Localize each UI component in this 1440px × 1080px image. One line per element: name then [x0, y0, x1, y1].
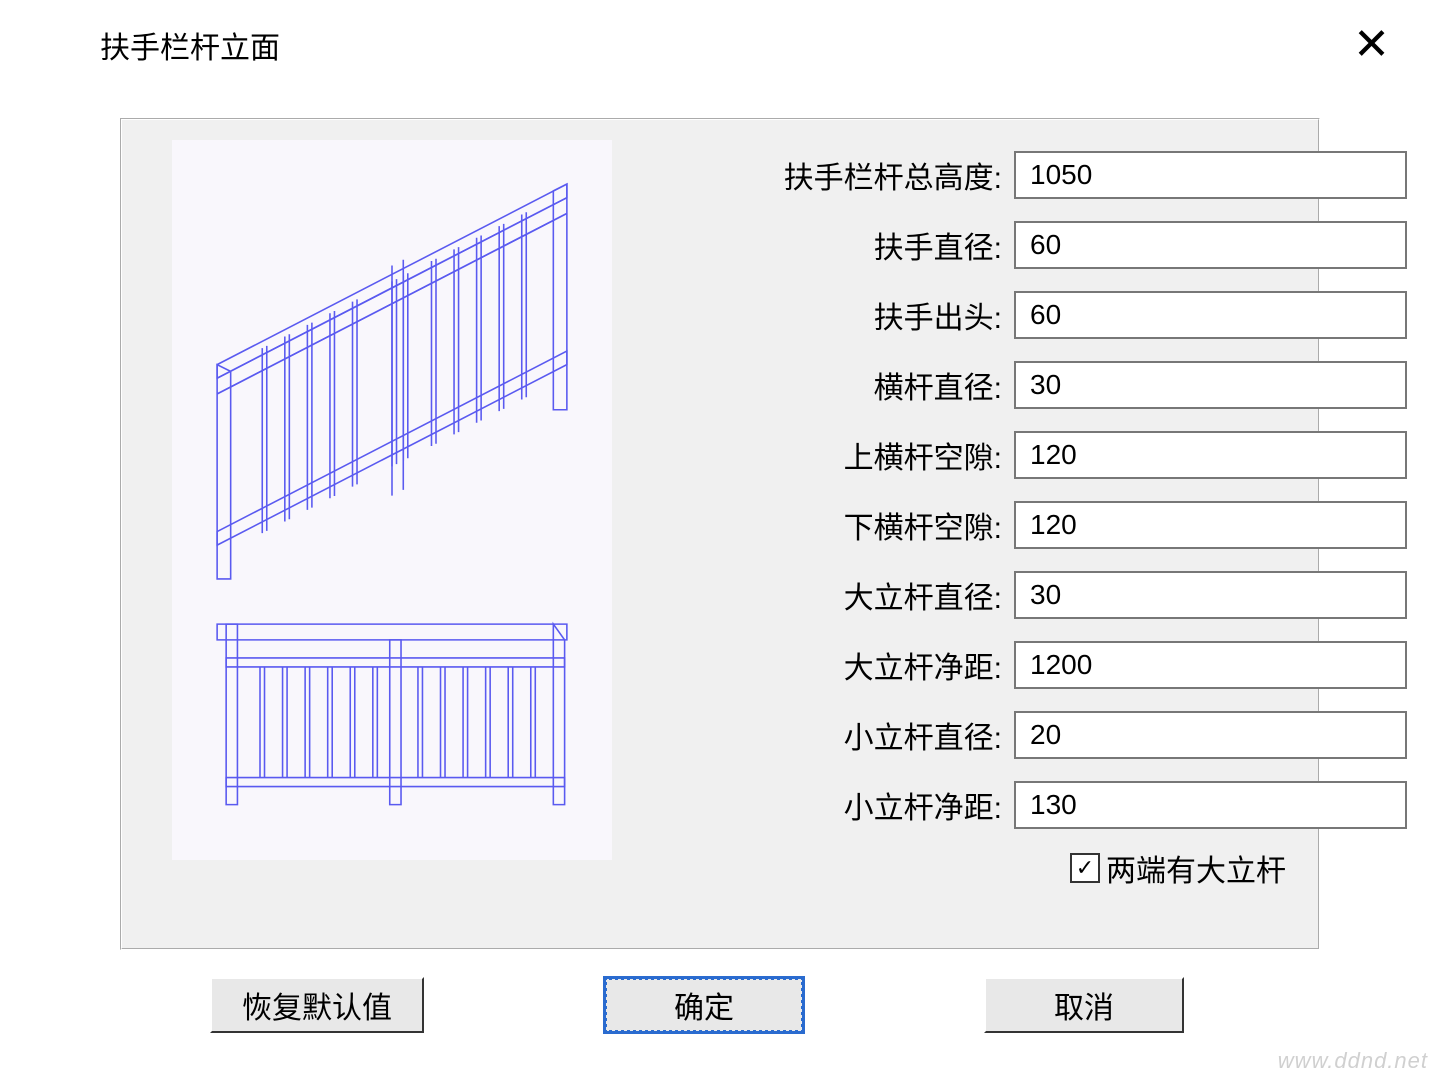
field-input-handrail_ext[interactable] [1014, 291, 1407, 339]
field-input-handrail_dia[interactable] [1014, 221, 1407, 269]
titlebar: 扶手栏杆立面 ✕ [0, 0, 1440, 90]
field-input-big_post_clear[interactable] [1014, 641, 1407, 689]
dialog-title: 扶手栏杆立面 [100, 23, 280, 67]
field-row-upper_gap: 上横杆空隙: [622, 420, 1288, 490]
field-row-big_post_dia: 大立杆直径: [622, 560, 1288, 630]
field-input-total_height[interactable] [1014, 151, 1407, 199]
button-bar: 恢复默认值 确定 取消 [120, 970, 1320, 1040]
field-label-crossbar_dia: 横杆直径: [622, 363, 1014, 407]
restore-defaults-button[interactable]: 恢复默认值 [210, 977, 424, 1033]
field-row-small_post_clear: 小立杆净距: [622, 770, 1288, 840]
field-label-big_post_clear: 大立杆净距: [622, 643, 1014, 687]
checkbox-label: 两端有大立杆 [1106, 846, 1286, 890]
ok-button[interactable]: 确定 [604, 977, 804, 1033]
watermark-text: www.ddnd.net [1278, 1048, 1428, 1074]
field-label-small_post_dia: 小立杆直径: [622, 713, 1014, 757]
field-row-crossbar_dia: 横杆直径: [622, 350, 1288, 420]
parameter-form: 扶手栏杆总高度: 扶手直径: 扶手出头: 横杆直径: 上横杆空隙: 下横杆空隙: 大立杆直径… [622, 140, 1288, 896]
close-icon[interactable]: ✕ [1353, 23, 1390, 67]
field-row-handrail_dia: 扶手直径: [622, 210, 1288, 280]
railing-preview [172, 140, 612, 860]
field-row-total_height: 扶手栏杆总高度: [622, 140, 1288, 210]
field-row-handrail_ext: 扶手出头: [622, 280, 1288, 350]
field-row-lower_gap: 下横杆空隙: [622, 490, 1288, 560]
field-row-small_post_dia: 小立杆直径: [622, 700, 1288, 770]
field-input-big_post_dia[interactable] [1014, 571, 1407, 619]
field-label-lower_gap: 下横杆空隙: [622, 503, 1014, 547]
groupbox: 扶手栏杆总高度: 扶手直径: 扶手出头: 横杆直径: 上横杆空隙: 下横杆空隙: 大立杆直径… [120, 118, 1320, 950]
field-label-small_post_clear: 小立杆净距: [622, 783, 1014, 827]
checkbox-row-end-big-posts[interactable]: ✓两端有大立杆 [622, 840, 1288, 896]
field-input-crossbar_dia[interactable] [1014, 361, 1407, 409]
dialog-window: 扶手栏杆立面 ✕ 扶手栏杆总高度: 扶手直径: 扶手出头: 横杆直径: 上横杆空隙: 下横… [0, 0, 1440, 1080]
checkbox-icon[interactable]: ✓ [1070, 853, 1100, 883]
field-label-handrail_ext: 扶手出头: [622, 293, 1014, 337]
cancel-button[interactable]: 取消 [984, 977, 1184, 1033]
field-input-upper_gap[interactable] [1014, 431, 1407, 479]
field-label-total_height: 扶手栏杆总高度: [622, 153, 1014, 197]
field-label-big_post_dia: 大立杆直径: [622, 573, 1014, 617]
railing-diagram-svg [172, 140, 612, 860]
field-row-big_post_clear: 大立杆净距: [622, 630, 1288, 700]
field-input-lower_gap[interactable] [1014, 501, 1407, 549]
field-label-handrail_dia: 扶手直径: [622, 223, 1014, 267]
field-input-small_post_clear[interactable] [1014, 781, 1407, 829]
field-input-small_post_dia[interactable] [1014, 711, 1407, 759]
field-label-upper_gap: 上横杆空隙: [622, 433, 1014, 477]
